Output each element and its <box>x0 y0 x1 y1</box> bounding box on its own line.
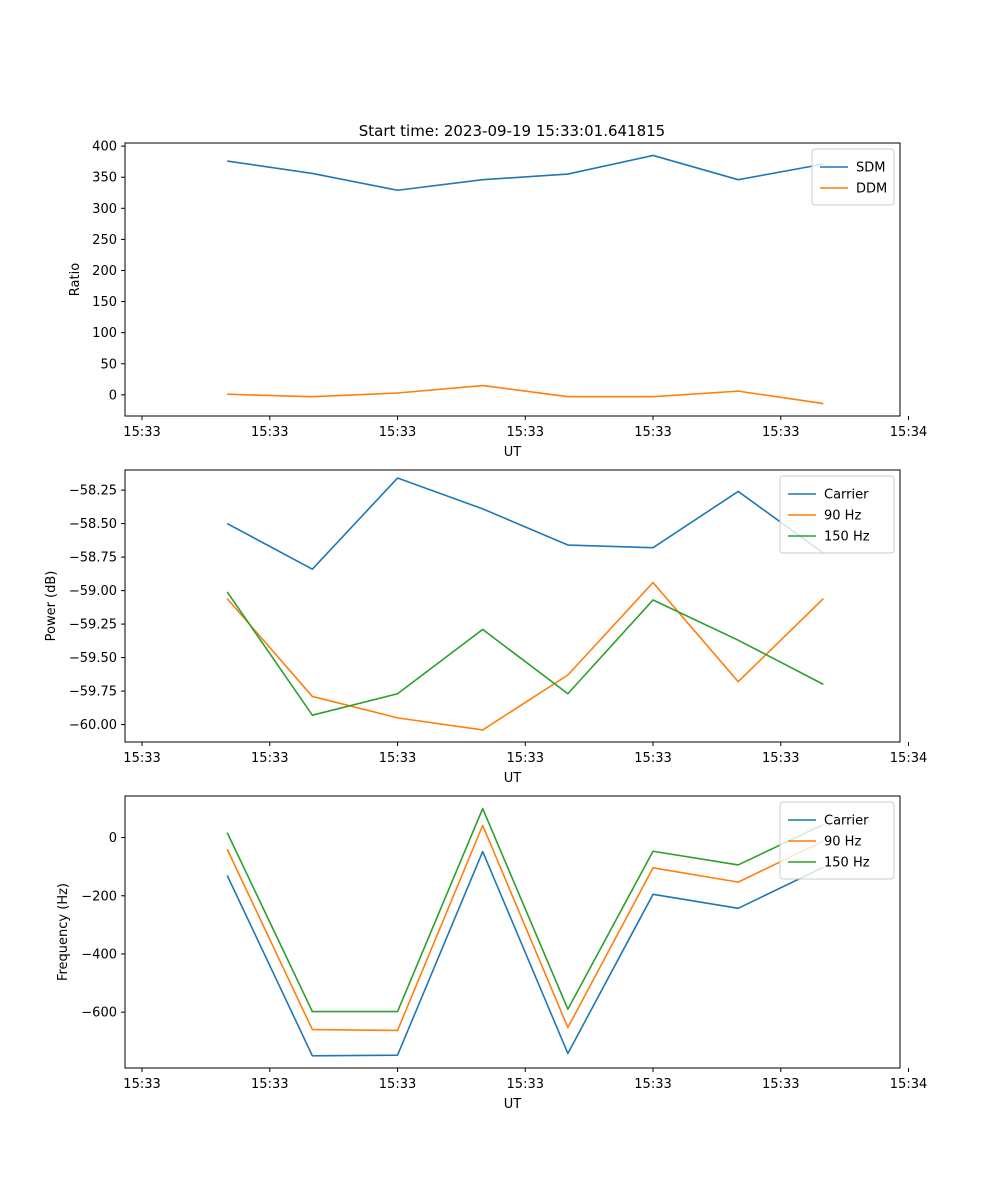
chart-panel-1: 15:33 15:33 15:33 15:33 15:33 15:33 15:34 0 50 10… <box>68 140 927 460</box>
y-tick-label: 350 <box>92 171 117 186</box>
y-axis-label: Frequency (Hz) <box>56 883 71 981</box>
x-tick-label: 15:33 <box>762 1077 799 1092</box>
legend-box <box>779 801 895 880</box>
x-tick-label: 15:34 <box>890 1077 927 1092</box>
x-tick-label: 15:33 <box>379 425 416 440</box>
legend-box <box>811 148 895 206</box>
chart-panel-2: 15:33 15:33 15:33 15:33 15:33 15:33 15:34 −60.0… <box>44 469 927 786</box>
y-tick-label: 50 <box>100 357 117 372</box>
x-axis-label: UT <box>504 771 522 786</box>
y-tick-label: −58.50 <box>69 517 117 532</box>
legend-label: 150 Hz <box>824 856 870 871</box>
y-tick-label: 200 <box>92 264 117 279</box>
x-tick-label: 15:33 <box>379 1077 416 1092</box>
x-tick-label: 15:33 <box>251 425 288 440</box>
y-tick-label: 300 <box>92 202 117 217</box>
y-tick-label: −600 <box>81 1006 117 1021</box>
x-tick-label: 15:33 <box>634 1077 671 1092</box>
x-tick-label: 15:34 <box>890 751 927 766</box>
axes-frame <box>124 795 901 1069</box>
legend: Carrier 90 Hz 150 Hz <box>779 801 895 880</box>
x-tick-label: 15:33 <box>762 751 799 766</box>
y-tick-label: −400 <box>81 947 117 962</box>
y-tick-label: 0 <box>109 831 117 846</box>
x-tick-label: 15:33 <box>634 751 671 766</box>
y-tick-label: 100 <box>92 326 117 341</box>
y-tick-label: 250 <box>92 233 117 248</box>
series-line-90-hz <box>226 824 824 1032</box>
series-line-carrier <box>226 850 824 1057</box>
x-tick-label: 15:33 <box>507 425 544 440</box>
x-axis-label: UT <box>504 1097 522 1112</box>
legend-label: 90 Hz <box>824 509 861 524</box>
y-tick-label: 400 <box>92 140 117 155</box>
x-tick-label: 15:33 <box>251 1077 288 1092</box>
panels: 15:33 15:33 15:33 15:33 15:33 15:33 15:34 0 50 10… <box>44 140 927 1112</box>
legend: Carrier 90 Hz 150 Hz <box>779 475 895 554</box>
y-axis-label: Ratio <box>68 263 83 296</box>
x-tick-label: 15:33 <box>123 1077 160 1092</box>
x-tick-label: 15:33 <box>379 751 416 766</box>
figure-title: Start time: 2023-09-19 15:33:01.641815 <box>359 122 665 140</box>
legend-box <box>779 475 895 554</box>
axes-frame <box>124 142 901 417</box>
y-tick-label: −59.50 <box>69 651 117 666</box>
series-line-ddm <box>227 384 824 405</box>
legend-label: DDM <box>856 182 887 197</box>
series-line-90-hz <box>226 581 824 731</box>
y-tick-label: −59.00 <box>69 584 117 599</box>
series-line-150-hz <box>226 591 824 717</box>
x-tick-label: 15:34 <box>890 425 927 440</box>
series-line-sdm <box>227 154 824 192</box>
chart-panel-3: 15:33 15:33 15:33 15:33 15:33 15:33 15:34 −600 −… <box>56 795 927 1112</box>
x-tick-label: 15:33 <box>123 751 160 766</box>
x-axis-label: UT <box>504 445 522 460</box>
legend-label: 90 Hz <box>824 835 861 850</box>
legend: SDM DDM <box>811 148 895 206</box>
series-line-carrier <box>226 477 824 570</box>
x-tick-label: 15:33 <box>507 751 544 766</box>
legend-label: Carrier <box>824 814 869 829</box>
x-tick-label: 15:33 <box>634 425 671 440</box>
y-tick-label: −59.25 <box>69 618 117 633</box>
y-tick-label: 150 <box>92 295 117 310</box>
y-tick-label: −59.75 <box>69 685 117 700</box>
y-tick-label: 0 <box>109 388 117 403</box>
legend-label: SDM <box>856 161 885 176</box>
x-tick-label: 15:33 <box>507 1077 544 1092</box>
legend-label: Carrier <box>824 488 869 503</box>
legend-label: 150 Hz <box>824 530 870 545</box>
y-tick-label: −200 <box>81 889 117 904</box>
axes-frame <box>124 469 901 743</box>
y-tick-label: −58.75 <box>69 551 117 566</box>
x-tick-label: 15:33 <box>251 751 288 766</box>
y-tick-label: −60.00 <box>69 718 117 733</box>
x-tick-label: 15:33 <box>762 425 799 440</box>
y-axis-label: Power (dB) <box>44 571 59 642</box>
series-line-150-hz <box>226 807 824 1013</box>
x-tick-label: 15:33 <box>123 425 160 440</box>
y-tick-label: −58.25 <box>69 484 117 499</box>
